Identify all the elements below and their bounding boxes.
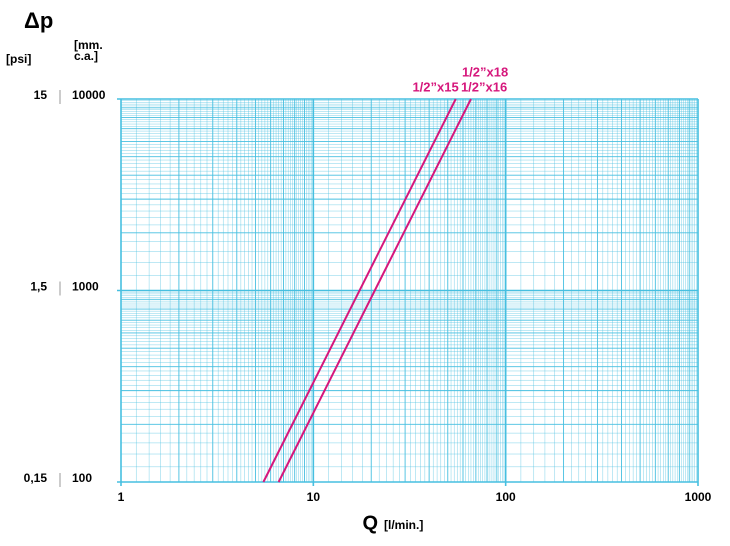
series-line: [262, 98, 457, 483]
x-unit-label: [l/min.]: [384, 518, 423, 532]
y2-tick-label: 1,5: [30, 280, 47, 294]
series-label: 1/2”x15: [412, 79, 458, 94]
x-tick-label: 1000: [685, 490, 712, 504]
y-unit-label: [mm. c.a.]: [74, 38, 103, 63]
y2-unit-label: [psi]: [6, 52, 31, 66]
y-tick-label: 100: [72, 471, 92, 485]
annotation: 1/2”x18: [462, 64, 508, 79]
y-tick-label: 10000: [72, 88, 106, 102]
y-label: Δp: [24, 8, 53, 33]
x-label: Q: [362, 512, 378, 534]
x-tick-label: 10: [307, 490, 321, 504]
y2-tick-label: 15: [34, 88, 48, 102]
y2-tick-label: 0,15: [24, 471, 48, 485]
x-tick-label: 1: [118, 490, 125, 504]
x-tick-label: 100: [496, 490, 516, 504]
minor-grid: [121, 98, 699, 482]
series-line: [277, 98, 472, 483]
y-tick-label: 1000: [72, 280, 99, 294]
series-label: 1/2”x16: [461, 79, 507, 94]
